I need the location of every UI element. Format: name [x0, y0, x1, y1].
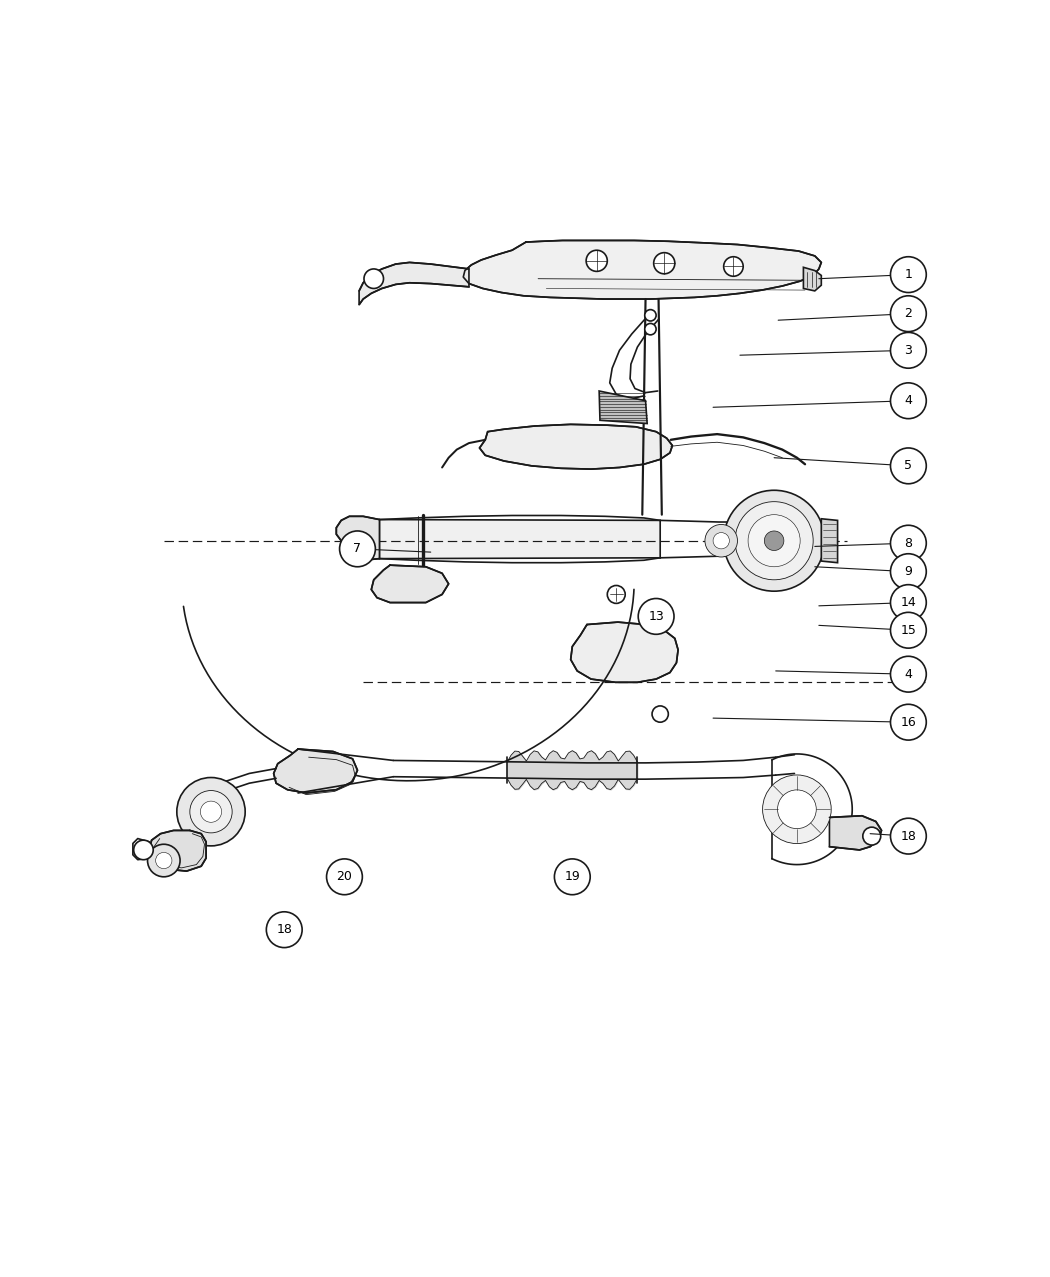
Polygon shape	[600, 391, 647, 424]
Circle shape	[607, 585, 625, 604]
Polygon shape	[821, 518, 838, 563]
Circle shape	[735, 502, 813, 580]
Circle shape	[713, 533, 730, 549]
Circle shape	[890, 448, 926, 484]
Polygon shape	[149, 830, 206, 871]
Circle shape	[652, 706, 669, 723]
Circle shape	[890, 332, 926, 368]
Text: 5: 5	[904, 460, 912, 472]
Circle shape	[890, 296, 926, 332]
Circle shape	[762, 775, 832, 844]
Text: 4: 4	[904, 395, 912, 407]
Text: 18: 18	[901, 830, 917, 843]
Text: 8: 8	[904, 536, 912, 549]
Circle shape	[327, 859, 362, 895]
Circle shape	[705, 525, 737, 557]
Polygon shape	[830, 816, 882, 850]
Text: 20: 20	[336, 871, 353, 884]
Circle shape	[176, 778, 246, 845]
Circle shape	[863, 827, 881, 845]
Polygon shape	[379, 520, 660, 558]
Circle shape	[748, 515, 800, 567]
Circle shape	[723, 257, 743, 276]
Circle shape	[155, 852, 172, 868]
Polygon shape	[463, 240, 821, 299]
Circle shape	[890, 585, 926, 621]
Circle shape	[654, 253, 675, 273]
Circle shape	[147, 844, 181, 877]
Polygon shape	[274, 750, 357, 793]
Polygon shape	[372, 566, 448, 603]
Text: 2: 2	[904, 308, 912, 321]
Polygon shape	[803, 267, 821, 291]
Circle shape	[133, 840, 153, 859]
Circle shape	[267, 912, 302, 948]
Circle shape	[890, 705, 926, 741]
Circle shape	[723, 490, 824, 591]
Text: 16: 16	[901, 715, 917, 729]
Circle shape	[638, 599, 674, 635]
Circle shape	[890, 613, 926, 649]
Text: 4: 4	[904, 668, 912, 681]
Polygon shape	[480, 424, 672, 469]
Text: 13: 13	[648, 610, 664, 623]
Circle shape	[778, 790, 816, 829]
Circle shape	[645, 323, 656, 335]
Circle shape	[586, 250, 607, 272]
Circle shape	[764, 531, 784, 550]
Circle shape	[890, 554, 926, 590]
Circle shape	[890, 656, 926, 692]
Text: 19: 19	[565, 871, 581, 884]
Polygon shape	[336, 516, 379, 561]
Circle shape	[890, 525, 926, 561]
Polygon shape	[359, 262, 469, 305]
Text: 14: 14	[901, 596, 917, 609]
Text: 1: 1	[904, 268, 912, 281]
Text: 15: 15	[901, 623, 917, 637]
Circle shape	[554, 859, 590, 895]
Circle shape	[190, 790, 232, 833]
Circle shape	[645, 309, 656, 321]
Text: 3: 3	[904, 344, 912, 356]
Circle shape	[201, 801, 222, 822]
Circle shape	[890, 257, 926, 292]
Text: 9: 9	[904, 566, 912, 578]
Polygon shape	[571, 622, 678, 682]
Circle shape	[890, 383, 926, 419]
Text: 18: 18	[276, 923, 292, 936]
Circle shape	[890, 819, 926, 854]
Circle shape	[364, 269, 383, 289]
Circle shape	[339, 531, 376, 567]
Text: 7: 7	[354, 543, 361, 555]
